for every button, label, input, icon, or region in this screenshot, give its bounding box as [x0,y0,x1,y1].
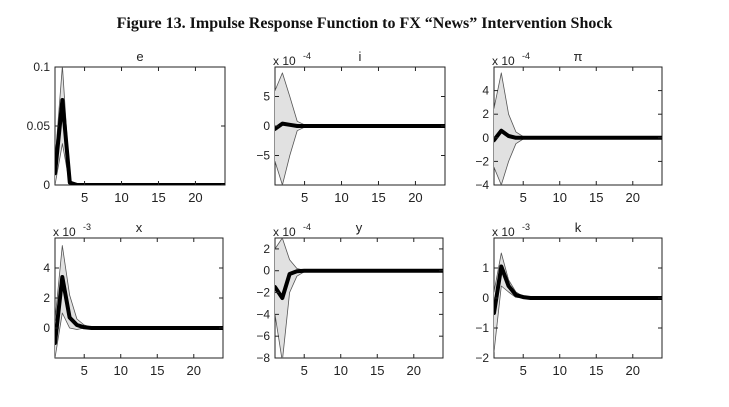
y-tick-label: 2 [263,242,270,256]
panel-title: x [136,220,143,235]
x-tick-label: 15 [371,190,385,205]
axes-frame [274,237,444,359]
panel-title: i [359,49,362,64]
y-tick-label: −5 [256,149,270,163]
x-tick-label: 15 [151,190,165,205]
axis-exponent-power: -4 [522,51,530,61]
y-tick-label: 0 [263,264,270,278]
x-tick-label: 20 [626,363,640,378]
panel-1: 5 10 15 20 −5 0 5 i x 10 -4 [256,49,446,205]
median-response-line [494,128,662,143]
panel-0: 5 10 15 20 0 0.05 0.1 e [27,49,226,205]
axes-frame [54,66,226,186]
panel-4: 5 10 15 20 −8 −6 −4 −2 0 2 y x 10 -4 [256,220,444,378]
y-tick-label: 1 [482,261,489,275]
median-response-line [494,264,662,315]
y-tick-label: −6 [256,329,270,343]
panel-title: k [575,220,582,235]
x-tick-label: 15 [370,363,384,378]
panel-5: 5 10 15 20 −2 −1 0 1 k x 10 -3 [475,220,663,378]
panel-title: π [574,49,583,64]
x-tick-label: 10 [114,363,128,378]
axes-frame [54,237,224,359]
x-tick-label: 10 [334,190,348,205]
panel-title: y [356,220,363,235]
median-response-line [275,268,443,300]
x-tick-label: 10 [114,190,128,205]
axis-exponent-power: -4 [303,222,311,232]
y-tick-label: 0 [482,291,489,305]
y-tick-label: 0 [43,178,50,192]
y-tick-label: 4 [43,261,50,275]
y-tick-label: −2 [475,351,489,365]
y-tick-label: 0 [482,131,489,145]
axis-exponent-label: x 10 [273,54,296,68]
x-tick-label: 20 [188,190,202,205]
axis-exponent-power: -3 [522,222,530,232]
x-tick-label: 10 [334,363,348,378]
x-tick-label: 20 [408,190,422,205]
x-tick-label: 10 [553,190,567,205]
x-tick-label: 5 [520,190,527,205]
plot-area [494,72,662,185]
y-tick-label: 0.05 [27,119,51,133]
axis-exponent-power: -4 [303,51,311,61]
axis-exponent-label: x 10 [273,225,296,239]
x-tick-label: 5 [81,363,88,378]
axis-exponent-label: x 10 [492,54,515,68]
x-tick-label: 20 [626,190,640,205]
plot-area [275,72,445,185]
x-tick-label: 10 [553,363,567,378]
axis-exponent-power: -3 [83,222,91,232]
y-tick-label: 5 [263,90,270,104]
x-tick-label: 15 [150,363,164,378]
panel-3: 5 10 15 20 0 2 4 x x 10 -3 [43,220,224,378]
x-tick-label: 5 [301,363,308,378]
x-tick-label: 5 [81,190,88,205]
figure-title: Figure 13. Impulse Response Function to … [116,15,613,32]
median-response-line [275,121,445,131]
y-tick-label: 0 [43,321,50,335]
plot-area [494,252,662,353]
y-tick-label: 0 [263,119,270,133]
y-tick-label: 2 [482,107,489,121]
x-tick-label: 15 [589,363,603,378]
axis-exponent-label: x 10 [492,225,515,239]
y-tick-label: 0.1 [33,60,50,74]
median-response-line [55,275,223,345]
y-tick-label: −8 [256,351,270,365]
y-tick-label: −4 [256,307,270,321]
plot-area [275,238,443,358]
y-tick-label: −2 [475,154,489,168]
axes-frame [493,66,663,186]
y-tick-label: −4 [475,178,489,192]
y-tick-label: −1 [475,321,489,335]
x-tick-label: 5 [301,190,308,205]
y-tick-label: −2 [256,286,270,300]
panel-title: e [136,49,143,64]
panel-2: 5 10 15 20 −4 −2 0 2 4 π x 10 -4 [475,49,663,205]
y-tick-label: 2 [43,291,50,305]
x-tick-label: 15 [589,190,603,205]
axis-exponent-label: x 10 [53,225,76,239]
y-tick-label: 4 [482,84,489,98]
x-tick-label: 5 [520,363,527,378]
x-tick-label: 20 [187,363,201,378]
plot-area [55,245,223,358]
x-tick-label: 20 [407,363,421,378]
